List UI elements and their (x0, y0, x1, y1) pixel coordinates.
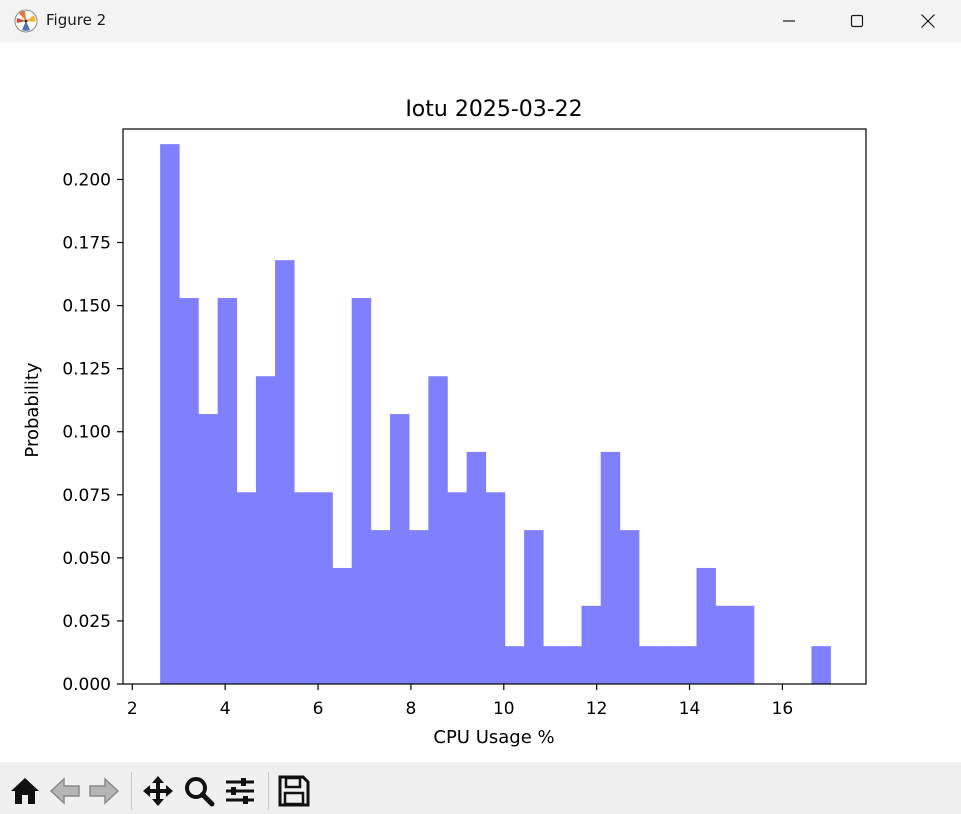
y-tick-label: 0.125 (62, 360, 111, 380)
x-tick-label: 4 (220, 699, 231, 719)
y-tick-label: 0.025 (62, 612, 111, 632)
histogram-bar (734, 605, 755, 684)
histogram-bar (236, 492, 257, 684)
plot-frame (122, 128, 867, 685)
histogram-bar (275, 260, 295, 684)
histogram-bar (255, 376, 276, 684)
maximize-button[interactable] (834, 0, 880, 42)
histogram-bar (179, 298, 199, 684)
bars-group (160, 144, 831, 684)
y-tick-label: 0.075 (62, 486, 111, 506)
back-icon (49, 777, 80, 805)
y-tick-label: 0.100 (62, 423, 111, 443)
title-bar: Figure 2 (0, 0, 961, 42)
x-tick-label: 8 (405, 699, 416, 719)
back-button[interactable] (48, 774, 82, 808)
chart-title: Iotu 2025-03-22 (405, 97, 582, 122)
y-tick-label: 0.000 (62, 675, 111, 695)
histogram-bar (562, 646, 582, 684)
zoom-button[interactable] (182, 774, 216, 808)
histogram-bar (485, 492, 506, 684)
maximize-icon (850, 14, 864, 28)
x-tick-label: 12 (586, 699, 608, 719)
navigation-toolbar (0, 762, 961, 814)
toolbar-separator (268, 772, 269, 810)
histogram-bar (351, 298, 372, 684)
y-tick-label: 0.150 (62, 297, 111, 317)
histogram-bar (390, 414, 410, 684)
pan-icon (143, 776, 173, 806)
y-ticks-group: 0.000 0.025 0.050 0.075 0.100 0.125 0.150 0.175… (62, 170, 123, 695)
home-icon (11, 778, 39, 804)
histogram-bar (658, 646, 678, 684)
histogram-bar (639, 646, 659, 684)
y-tick-label: 0.200 (62, 170, 111, 190)
home-button[interactable] (8, 774, 42, 808)
minimize-icon (783, 20, 795, 22)
histogram-bar (504, 646, 525, 684)
x-tick-label: 10 (493, 699, 515, 719)
y-axis-label: Probability (22, 362, 43, 457)
x-tick-label: 2 (127, 699, 138, 719)
histogram-bar (715, 605, 736, 684)
configure-icon (226, 778, 254, 804)
histogram-bar (581, 605, 602, 684)
window-title: Figure 2 (46, 11, 107, 29)
histogram-bar (428, 376, 448, 684)
x-tick-label: 14 (679, 699, 701, 719)
zoom-icon (185, 777, 215, 807)
x-ticks-group: 2 4 6 8 10 12 14 16 (127, 684, 793, 719)
x-tick-label: 6 (313, 699, 324, 719)
histogram-bar (217, 298, 238, 684)
y-tick-label: 0.175 (62, 234, 111, 254)
x-tick-label: 16 (772, 699, 794, 719)
matplotlib-icon (14, 9, 38, 33)
histogram-bar (524, 530, 544, 684)
histogram-bar (677, 646, 697, 684)
save-icon (278, 775, 310, 807)
forward-button[interactable] (87, 774, 121, 808)
histogram-bar (370, 530, 391, 684)
histogram-bar (198, 414, 218, 684)
x-axis-label: CPU Usage % (433, 727, 554, 748)
forward-icon (89, 777, 120, 805)
close-icon (921, 14, 935, 28)
histogram-bar (811, 646, 831, 684)
histogram-bar (619, 530, 640, 684)
histogram-bar (447, 492, 467, 684)
histogram-bar (696, 567, 716, 684)
pan-button[interactable] (141, 774, 175, 808)
histogram-bar (466, 451, 487, 684)
histogram-bar (160, 144, 180, 684)
y-tick-label: 0.050 (62, 549, 111, 569)
histogram-bar (332, 567, 353, 684)
histogram-bar (294, 492, 314, 684)
close-button[interactable] (905, 0, 951, 42)
histogram-bar (600, 451, 621, 684)
histogram-bar (313, 492, 333, 684)
histogram-bar (409, 530, 429, 684)
histogram-bar (543, 646, 563, 684)
histogram-chart: Iotu 2025-03-22 CPU Usage % Probability … (22, 97, 867, 748)
figure-canvas[interactable]: Iotu 2025-03-22 CPU Usage % Probability … (0, 42, 961, 762)
toolbar-separator (131, 772, 132, 810)
configure-subplots-button[interactable] (223, 774, 257, 808)
save-button[interactable] (277, 774, 311, 808)
minimize-button[interactable] (766, 0, 812, 42)
